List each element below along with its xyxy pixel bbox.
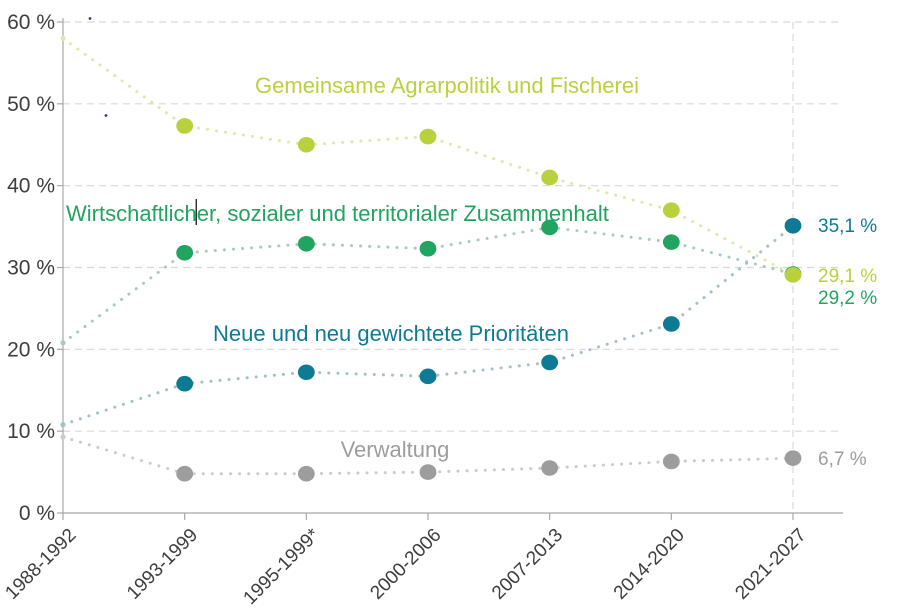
data-point-cohesion-3 — [419, 240, 437, 257]
data-point-new-priorities-4 — [541, 354, 559, 371]
y-tick-label-10: 10 % — [7, 420, 55, 443]
data-point-administration-3 — [419, 464, 437, 480]
series-label-cap: Gemeinsame Agrarpolitik und Fischerei — [255, 73, 639, 98]
data-point-cap-4 — [541, 169, 559, 186]
data-point-cap-2 — [297, 136, 315, 153]
y-tick-label-50: 50 % — [7, 93, 55, 116]
data-point-administration-4 — [541, 460, 559, 476]
data-point-cohesion-2 — [297, 235, 315, 252]
data-point-new-priorities-6 — [784, 217, 802, 234]
y-tick-label-60: 60 % — [7, 11, 55, 34]
x-tick-label-1: 1993-1999 — [123, 525, 202, 604]
y-tick-label-30: 30 % — [7, 257, 55, 280]
data-point-cohesion-4 — [541, 219, 559, 236]
data-point-cap-1 — [176, 118, 194, 134]
data-point-new-priorities-3 — [419, 368, 437, 385]
y-tick-label-0: 0 % — [19, 502, 55, 525]
data-point-administration-5 — [662, 453, 680, 470]
x-tick-label-3: 2000-2006 — [366, 525, 445, 604]
data-point-cohesion-0 — [60, 340, 66, 346]
end-value-label-administration: 6,7 % — [818, 449, 867, 470]
end-value-label-cohesion: 29,2 % — [818, 288, 877, 309]
data-point-cap-5 — [662, 202, 680, 219]
data-point-cohesion-5 — [662, 234, 680, 250]
data-point-cap-3 — [419, 128, 437, 145]
x-tick-label-5: 2014-2020 — [610, 525, 689, 604]
data-point-cap-0 — [60, 35, 66, 41]
speck-artifact-2 — [104, 114, 108, 117]
data-point-new-priorities-1 — [176, 375, 194, 392]
data-point-new-priorities-2 — [297, 364, 315, 381]
series-label-cohesion: Wirtschaftlicher, sozialer und territori… — [66, 201, 609, 226]
data-point-cohesion-1 — [176, 244, 194, 261]
y-tick-label-40: 40 % — [7, 175, 55, 198]
data-point-administration-2 — [297, 465, 315, 482]
series-label-administration: Verwaltung — [341, 437, 450, 462]
data-point-administration-1 — [176, 465, 194, 482]
data-point-administration-0 — [60, 434, 66, 440]
data-point-administration-6 — [784, 450, 802, 466]
end-value-label-new-priorities: 35,1 % — [818, 216, 877, 237]
x-tick-label-6: 2021-2027 — [731, 525, 810, 604]
x-tick-label-0: 1988-1992 — [1, 525, 80, 604]
series-label-new-priorities: Neue und neu gewichtete Prioritäten — [213, 321, 569, 346]
data-point-new-priorities-5 — [662, 316, 680, 332]
y-tick-label-20: 20 % — [7, 338, 55, 361]
text-cursor-artifact — [195, 199, 197, 225]
x-tick-label-4: 2007-2013 — [488, 525, 567, 604]
end-value-label-cap: 29,1 % — [818, 266, 877, 287]
x-tick-label-2: 1995-1999* — [240, 524, 325, 609]
data-point-cap-6 — [784, 267, 802, 283]
data-point-new-priorities-0 — [60, 422, 66, 428]
speck-artifact-1 — [88, 17, 92, 20]
